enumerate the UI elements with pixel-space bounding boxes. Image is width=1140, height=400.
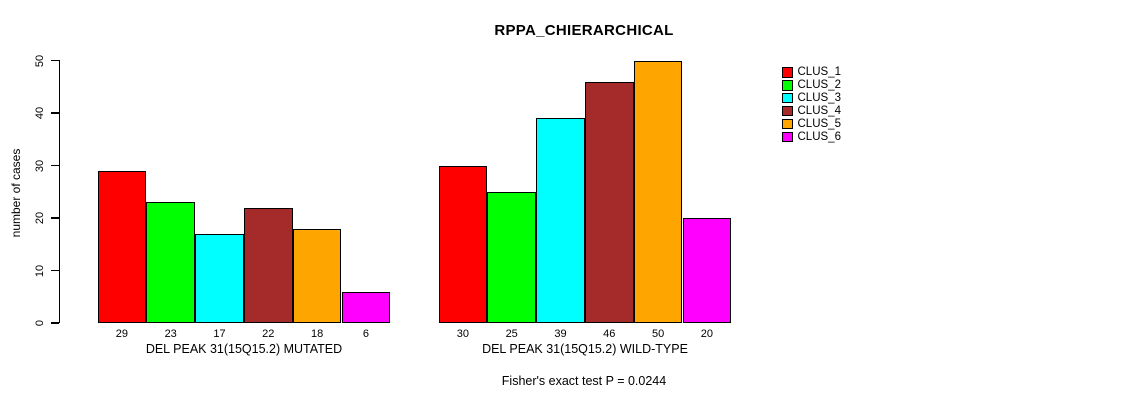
y-axis-tick [50,164,59,167]
y-axis-tick [50,217,59,219]
bar-clus_5 [633,60,683,323]
bar-value-label: 18 [310,328,324,340]
bar-value-label: 6 [362,328,369,340]
bar-value-label: 22 [262,328,275,340]
legend-item: CLUS_3 [782,92,841,105]
y-axis-tick [50,59,59,62]
legend-item: CLUS_6 [782,130,841,143]
legend-swatch [782,92,793,104]
y-axis-tick-label: 10 [34,264,46,277]
bar-clus_2 [487,191,537,323]
legend-item: CLUS_5 [782,118,841,131]
bar-clus_1 [438,165,488,323]
legend-item: CLUS_4 [782,105,841,118]
legend-swatch [782,80,793,91]
bar-clus_1 [97,170,147,323]
bar-clus_2 [146,202,196,323]
y-axis-tick-label: 20 [34,211,46,225]
bar-value-label: 17 [213,328,226,340]
legend-item: CLUS_1 [782,66,841,79]
y-axis-tick [50,112,59,114]
bar-clus_4 [584,81,634,323]
group-label: DEL PEAK 31(15Q15.2) MUTATED [145,342,343,356]
bar-value-label: 25 [505,328,518,340]
bar-clus_3 [195,233,244,323]
legend-label: CLUS_2 [797,79,841,92]
legend-item: CLUS_2 [782,79,841,92]
bar-value-label: 29 [115,328,129,340]
legend-swatch [782,67,793,78]
bar-value-label: 20 [700,328,714,340]
chart-title: RPPA_CHIERARCHICAL [494,22,674,39]
bar-value-label: 46 [603,328,616,340]
y-axis-tick-label: 0 [34,319,46,327]
legend-label: CLUS_1 [797,66,841,79]
legend: CLUS_1 CLUS_2 CLUS_3 CLUS_4 CLUS_5 CLUS_6 [782,66,841,143]
bar-value-label: 23 [164,328,177,340]
bar-value-label: 39 [554,328,567,340]
legend-label: CLUS_6 [797,130,841,143]
y-axis-line [58,60,60,323]
legend-swatch [782,131,793,143]
bar-clus_3 [536,118,585,323]
legend-swatch [782,105,793,117]
fisher-test-annotation: Fisher's exact test P = 0.0244 [501,374,667,388]
y-axis-tick-label: 40 [34,106,46,120]
bar-value-label: 30 [456,328,470,340]
bar-clus_6 [341,291,391,323]
y-axis-tick-label: 30 [34,159,46,172]
legend-label: CLUS_3 [797,92,841,105]
bar-clus_6 [682,218,732,323]
y-axis-tick-label: 50 [34,54,46,67]
bar-value-label: 50 [651,328,665,340]
legend-swatch [782,118,793,130]
legend-label: CLUS_4 [797,105,841,118]
bar-clus_4 [243,207,293,323]
legend-label: CLUS_5 [797,118,841,130]
y-axis-tick [50,322,59,324]
y-axis-tick [50,269,59,272]
bar-clus_5 [292,228,342,323]
y-axis-title: number of cases [9,148,23,238]
group-label: DEL PEAK 31(15Q15.2) WILD-TYPE [482,342,688,356]
